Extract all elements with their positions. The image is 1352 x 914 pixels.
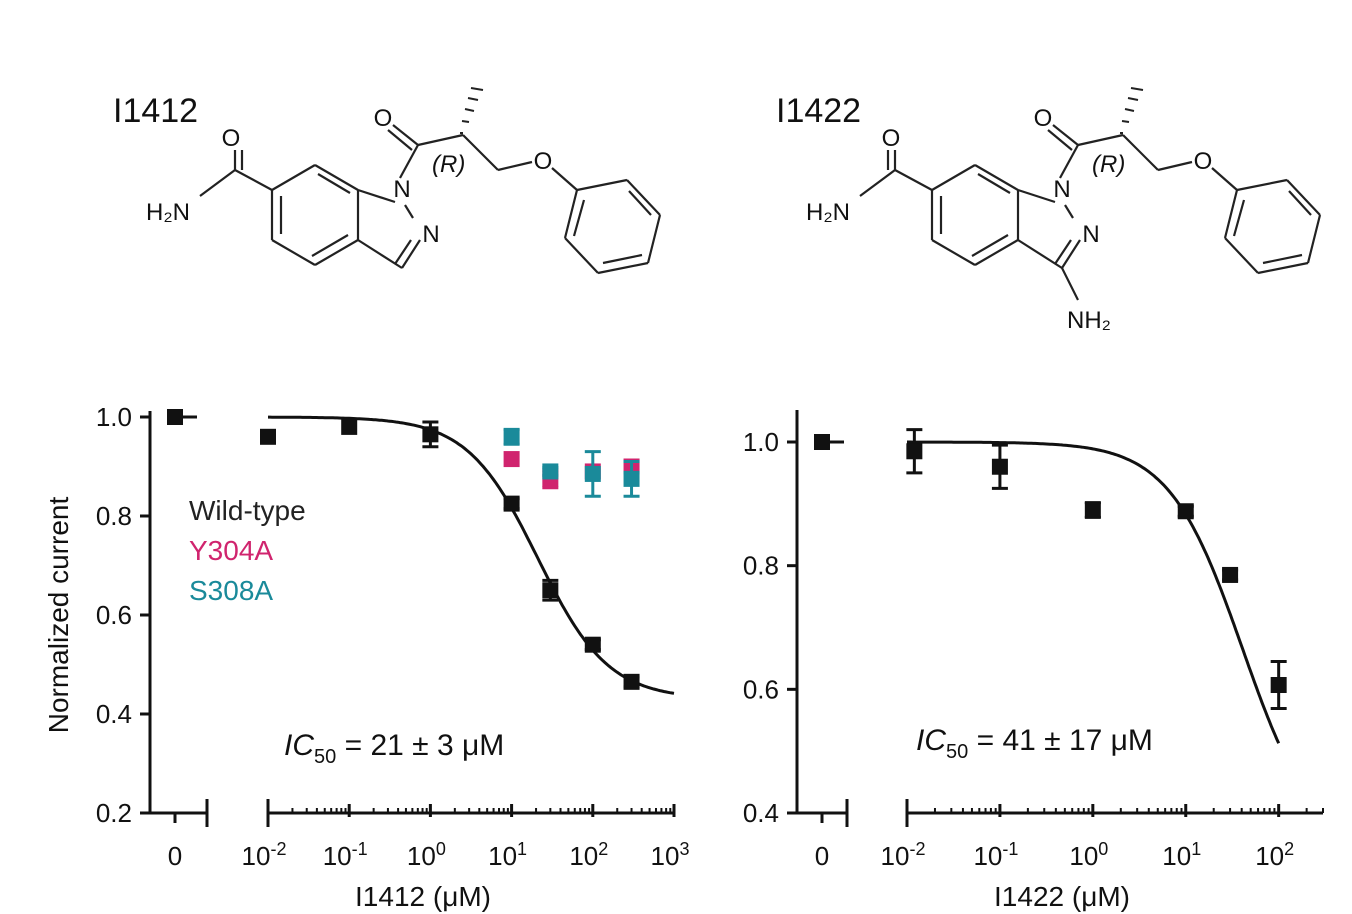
- data-point: [584, 465, 601, 482]
- ic50-prefix-2: IC: [916, 724, 946, 757]
- legend: Wild-type Y304A S308A: [189, 495, 306, 606]
- data-point: [1222, 566, 1239, 583]
- legend-wild-type: Wild-type: [189, 495, 306, 526]
- fit-curve: [907, 440, 1281, 744]
- x-axis-label-left: I1412 (μM): [355, 881, 491, 912]
- atom-acyl-o-2: O: [1034, 105, 1053, 132]
- y-axis-label: Normalized current: [43, 497, 74, 734]
- y-tick-label: 0.2: [96, 798, 132, 828]
- chart-i1412: 0.2 0.4 0.6 0.8 1.0 10-2 10-1 100 101 102 103: [96, 402, 690, 871]
- x-tick-label: 100: [407, 839, 446, 871]
- data-point: [422, 426, 439, 443]
- zero-tick-label-left: 0: [168, 841, 182, 871]
- stereo-wedge-i1422: [1120, 87, 1144, 134]
- compound-label-i1422: I1422: [776, 92, 861, 130]
- stereo-label-2: (R): [1092, 151, 1125, 178]
- data-point: [1177, 503, 1194, 520]
- x-tick-label: 101: [488, 839, 527, 871]
- compound-label-i1412: I1412: [113, 92, 198, 130]
- data-point: [260, 428, 276, 445]
- zero-tick-label-right: 0: [815, 841, 829, 871]
- structure-i1422: [859, 124, 1322, 301]
- x-tick-label: 101: [1162, 839, 1201, 871]
- data-point: [503, 451, 520, 468]
- data-point: [1270, 677, 1287, 694]
- ic50-value: = 21 ± 3 μM: [336, 729, 504, 762]
- atom-amide-n-2: H₂N: [806, 199, 850, 226]
- atom-amino: NH₂: [1067, 307, 1111, 334]
- data-point: [503, 428, 520, 445]
- data-point: [991, 458, 1008, 475]
- atom-ether-o-2: O: [1194, 148, 1213, 175]
- structure-i1412: [199, 124, 662, 275]
- y-tick-label: 0.4: [96, 699, 132, 729]
- legend-s308a: S308A: [189, 575, 273, 606]
- atom-n2: N: [422, 221, 439, 248]
- atom-n1: N: [393, 176, 410, 203]
- data-point: [542, 582, 559, 599]
- x-tick-label: 102: [1255, 839, 1294, 871]
- ic50-prefix: IC: [284, 729, 314, 762]
- atom-amide-n: H₂N: [146, 199, 190, 226]
- x-tick-label: 10-1: [323, 839, 368, 871]
- x-tick-label: 10-2: [881, 839, 926, 871]
- atom-carbonyl-o-2: O: [882, 125, 901, 152]
- x-tick-label: 103: [651, 839, 690, 871]
- atom-n1-2: N: [1053, 176, 1070, 203]
- data-point: [623, 470, 640, 487]
- data-point: [503, 495, 520, 512]
- y-tick-label: 0.8: [96, 501, 132, 531]
- y-tick-label: 0.4: [743, 798, 779, 828]
- y-tick-label: 1.0: [96, 402, 132, 432]
- data-point: [341, 418, 358, 435]
- ic50-sub: 50: [314, 746, 336, 768]
- y-tick-label: 1.0: [743, 427, 779, 457]
- data-point: [906, 443, 923, 460]
- data-point: [1084, 502, 1101, 519]
- data-point-zero: [814, 434, 830, 450]
- x-tick-label: 10-1: [973, 839, 1018, 871]
- fit-curve: [268, 415, 675, 695]
- atom-carbonyl-o: O: [222, 125, 241, 152]
- data-point: [623, 673, 640, 690]
- data-point-zero: [167, 409, 183, 425]
- ic50-annotation-left: IC50 = 21 ± 3 μM: [284, 729, 504, 768]
- ic50-value-2: = 41 ± 17 μM: [968, 724, 1153, 757]
- x-tick-label: 100: [1069, 839, 1108, 871]
- data-point: [584, 636, 601, 653]
- stereo-wedge-i1412: [460, 87, 484, 134]
- x-axis-label-right: I1422 (μM): [994, 881, 1130, 912]
- ic50-sub-2: 50: [946, 741, 968, 763]
- atom-n2-2: N: [1082, 221, 1099, 248]
- ic50-annotation-right: IC50 = 41 ± 17 μM: [916, 724, 1153, 763]
- atom-acyl-o: O: [374, 105, 393, 132]
- y-tick-label: 0.6: [96, 600, 132, 630]
- chart-i1422: 0.4 0.6 0.8 1.0 10-2 10-1 100 101 102: [743, 410, 1324, 871]
- stereo-label: (R): [432, 151, 465, 178]
- atom-ether-o: O: [534, 148, 553, 175]
- y-tick-label: 0.6: [743, 674, 779, 704]
- y-tick-label: 0.8: [743, 551, 779, 581]
- data-point: [542, 463, 559, 480]
- x-tick-label: 102: [569, 839, 608, 871]
- x-tick-label: 10-2: [242, 839, 287, 871]
- legend-y304a: Y304A: [189, 535, 273, 566]
